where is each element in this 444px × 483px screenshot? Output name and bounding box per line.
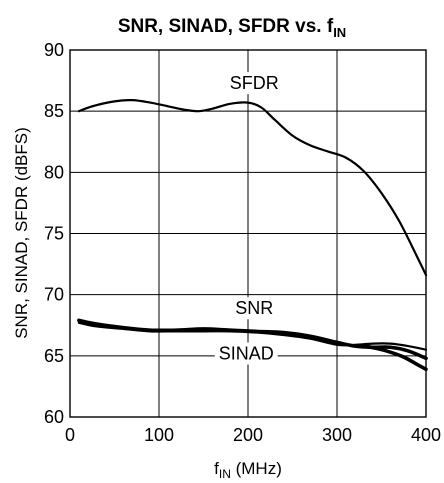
x-tick-label: 100	[144, 425, 174, 445]
series-line-sinad-lower	[361, 344, 428, 372]
series-annotations: SFDR SNR SINAD	[214, 72, 283, 365]
annotation-sinad-background	[214, 342, 278, 365]
x-tick-label: 200	[233, 425, 263, 445]
y-tick-label: 90	[44, 40, 64, 60]
annotation-sfdr-background	[225, 72, 283, 95]
annotation-sinad: SINAD	[219, 344, 274, 364]
x-tick-label: 0	[65, 425, 75, 445]
y-tick-labels: 60 65 70 75 80 85 90	[44, 40, 64, 427]
series-line-snr	[77, 318, 428, 361]
x-tick-labels: 0 100 200 300 400	[65, 425, 441, 445]
annotation-snr-background	[231, 297, 278, 320]
y-tick-label: 80	[44, 162, 64, 182]
chart-title: SNR, SINAD, SFDR vs. fIN	[118, 16, 346, 40]
x-axis-label-main: f	[214, 459, 219, 478]
y-tick-label: 70	[44, 285, 64, 305]
y-tick-label: 75	[44, 224, 64, 244]
y-axis-label: SNR, SINAD, SFDR (dBFS)	[12, 127, 31, 339]
chart-title-main: SNR, SINAD, SFDR vs. f	[118, 16, 334, 37]
y-tick-label: 85	[44, 101, 64, 121]
x-tick-label: 300	[322, 425, 352, 445]
x-axis-label-subscript: IN	[219, 467, 231, 481]
x-tick-label: 400	[411, 425, 441, 445]
gridlines	[70, 50, 426, 417]
x-axis-label: fIN (MHz)	[214, 459, 282, 481]
y-tick-label: 60	[44, 407, 64, 427]
annotation-snr: SNR	[235, 298, 273, 318]
series-line-sinad	[77, 321, 428, 351]
y-tick-label: 65	[44, 346, 64, 366]
chart-title-subscript: IN	[333, 25, 346, 40]
series-lines	[77, 99, 428, 372]
annotation-sfdr: SFDR	[230, 73, 279, 93]
x-axis-label-suffix: (MHz)	[231, 459, 282, 478]
series-line-sfdr	[77, 99, 428, 277]
